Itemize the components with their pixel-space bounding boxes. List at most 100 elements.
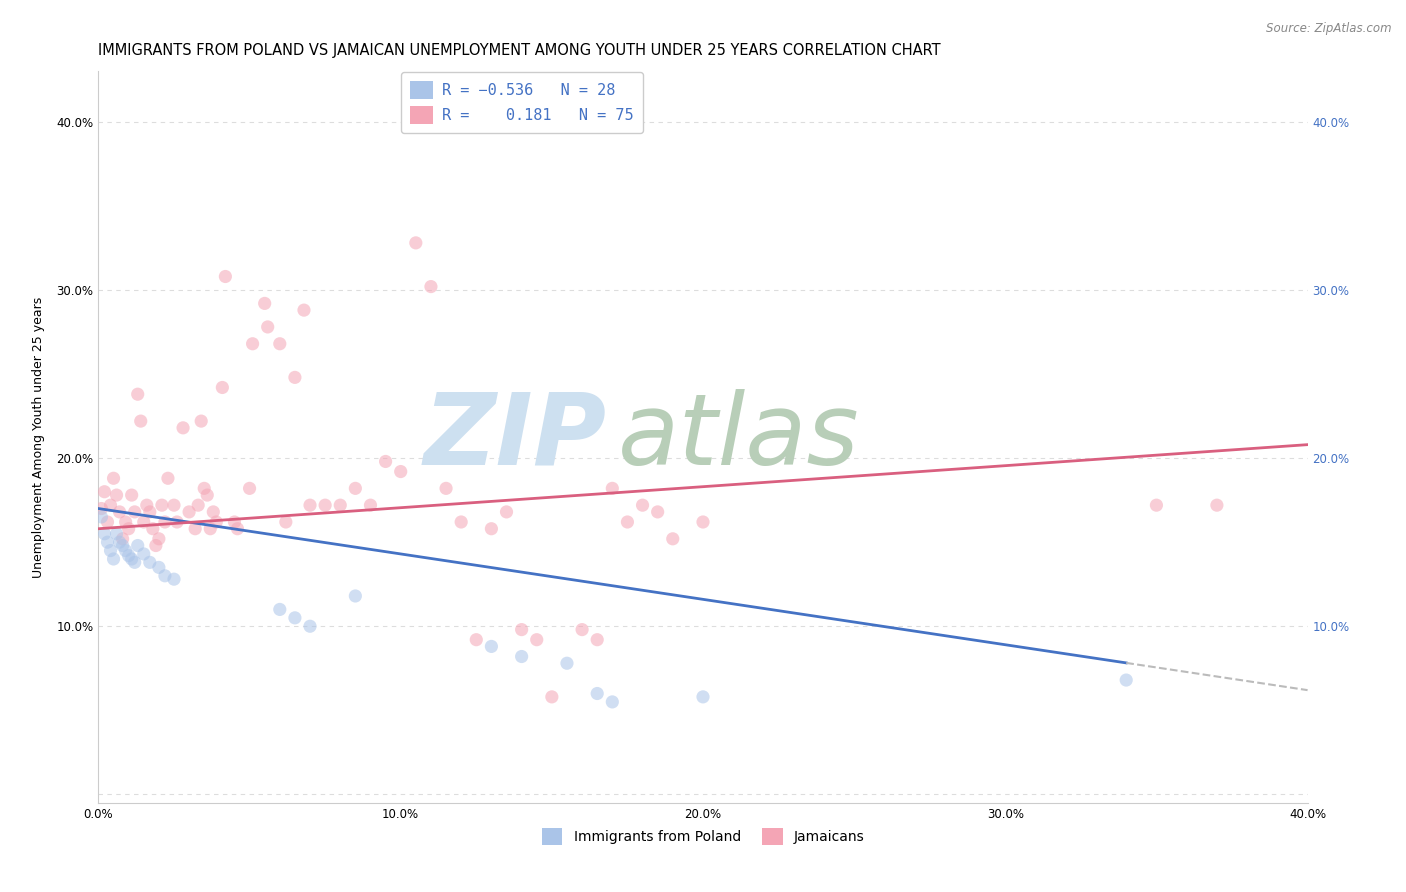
Point bbox=[187, 498, 209, 512]
Point bbox=[571, 623, 593, 637]
Point bbox=[510, 649, 533, 664]
Point bbox=[129, 414, 152, 428]
Point bbox=[148, 560, 170, 574]
Point bbox=[200, 522, 222, 536]
Point bbox=[202, 505, 225, 519]
Point bbox=[292, 303, 315, 318]
Point bbox=[118, 549, 141, 563]
Point bbox=[274, 515, 297, 529]
Point bbox=[692, 690, 714, 704]
Point bbox=[647, 505, 669, 519]
Point bbox=[96, 515, 118, 529]
Point bbox=[135, 498, 157, 512]
Point bbox=[269, 336, 291, 351]
Point bbox=[389, 465, 412, 479]
Point bbox=[190, 414, 212, 428]
Point bbox=[127, 539, 149, 553]
Point bbox=[284, 611, 307, 625]
Point bbox=[121, 488, 143, 502]
Point bbox=[555, 657, 578, 671]
Point bbox=[127, 387, 149, 401]
Point bbox=[103, 471, 125, 485]
Point bbox=[93, 484, 115, 499]
Point bbox=[214, 269, 236, 284]
Point bbox=[121, 552, 143, 566]
Point bbox=[105, 488, 128, 502]
Text: IMMIGRANTS FROM POLAND VS JAMAICAN UNEMPLOYMENT AMONG YOUTH UNDER 25 YEARS CORRE: IMMIGRANTS FROM POLAND VS JAMAICAN UNEMP… bbox=[98, 43, 941, 58]
Point bbox=[329, 498, 352, 512]
Point bbox=[434, 481, 457, 495]
Point bbox=[510, 623, 533, 637]
Point bbox=[111, 532, 134, 546]
Point bbox=[1206, 498, 1229, 512]
Point bbox=[481, 522, 503, 536]
Point bbox=[114, 543, 136, 558]
Point bbox=[179, 505, 201, 519]
Point bbox=[602, 695, 624, 709]
Point bbox=[616, 515, 638, 529]
Point bbox=[163, 572, 186, 586]
Point bbox=[90, 510, 112, 524]
Point bbox=[420, 279, 443, 293]
Point bbox=[139, 555, 162, 569]
Point bbox=[526, 632, 548, 647]
Point bbox=[96, 535, 118, 549]
Point bbox=[132, 515, 155, 529]
Point bbox=[239, 481, 262, 495]
Point bbox=[108, 535, 131, 549]
Point bbox=[540, 690, 562, 704]
Point bbox=[114, 515, 136, 529]
Point bbox=[242, 336, 264, 351]
Point bbox=[100, 543, 122, 558]
Point bbox=[450, 515, 472, 529]
Point bbox=[314, 498, 336, 512]
Point bbox=[124, 505, 146, 519]
Point bbox=[465, 632, 488, 647]
Point bbox=[90, 501, 112, 516]
Point bbox=[586, 686, 609, 700]
Point bbox=[253, 296, 276, 310]
Point bbox=[1115, 673, 1137, 687]
Point bbox=[211, 380, 233, 394]
Point bbox=[631, 498, 654, 512]
Point bbox=[344, 481, 367, 495]
Point bbox=[1144, 498, 1167, 512]
Point bbox=[586, 632, 609, 647]
Point bbox=[205, 515, 228, 529]
Point bbox=[163, 498, 186, 512]
Point bbox=[495, 505, 517, 519]
Point bbox=[269, 602, 291, 616]
Point bbox=[195, 488, 218, 502]
Point bbox=[602, 481, 624, 495]
Y-axis label: Unemployment Among Youth under 25 years: Unemployment Among Youth under 25 years bbox=[32, 296, 45, 578]
Text: atlas: atlas bbox=[619, 389, 860, 485]
Point bbox=[118, 522, 141, 536]
Point bbox=[156, 471, 179, 485]
Point bbox=[100, 498, 122, 512]
Point bbox=[481, 640, 503, 654]
Legend: Immigrants from Poland, Jamaicans: Immigrants from Poland, Jamaicans bbox=[536, 822, 870, 851]
Point bbox=[166, 515, 188, 529]
Point bbox=[153, 569, 176, 583]
Point bbox=[108, 505, 131, 519]
Point bbox=[256, 320, 278, 334]
Point bbox=[150, 498, 173, 512]
Point bbox=[299, 498, 322, 512]
Point bbox=[299, 619, 322, 633]
Point bbox=[93, 526, 115, 541]
Point bbox=[145, 539, 167, 553]
Point bbox=[139, 505, 162, 519]
Point bbox=[111, 539, 134, 553]
Point bbox=[405, 235, 427, 250]
Point bbox=[184, 522, 207, 536]
Point bbox=[226, 522, 249, 536]
Point bbox=[224, 515, 246, 529]
Point bbox=[103, 552, 125, 566]
Text: Source: ZipAtlas.com: Source: ZipAtlas.com bbox=[1267, 22, 1392, 36]
Point bbox=[132, 547, 155, 561]
Point bbox=[344, 589, 367, 603]
Point bbox=[374, 454, 396, 468]
Point bbox=[172, 421, 194, 435]
Point bbox=[661, 532, 683, 546]
Point bbox=[153, 515, 176, 529]
